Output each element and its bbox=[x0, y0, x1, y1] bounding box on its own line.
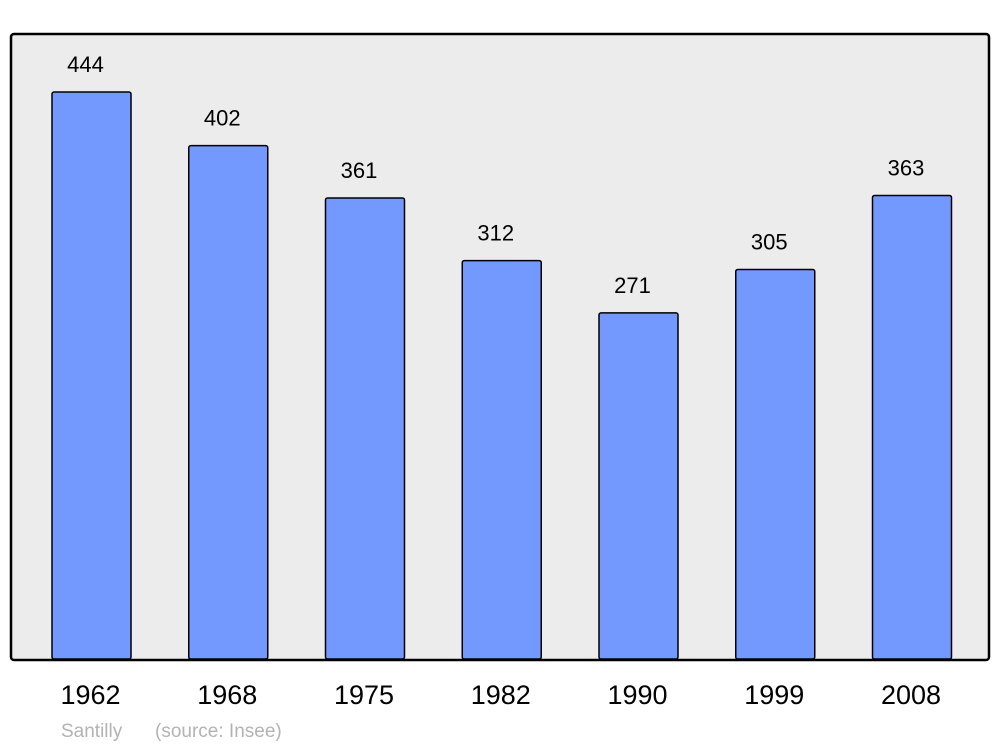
x-tick-label: 2008 bbox=[881, 680, 941, 710]
x-tick-label: 1968 bbox=[197, 680, 257, 710]
data-label-1962: 444 bbox=[67, 52, 104, 77]
data-label-1999: 305 bbox=[751, 230, 788, 255]
data-label-1968: 402 bbox=[204, 106, 241, 131]
data-label-2008: 363 bbox=[888, 155, 925, 180]
data-label-1975: 361 bbox=[341, 158, 378, 183]
footer-source: (source: Insee) bbox=[155, 721, 282, 742]
bar-2008 bbox=[871, 194, 953, 660]
footer-place: Santilly bbox=[61, 721, 123, 742]
bar-1975 bbox=[324, 197, 406, 660]
x-tick-label: 1990 bbox=[607, 680, 667, 710]
bar-1999 bbox=[735, 268, 816, 660]
bar-1962 bbox=[51, 91, 132, 660]
x-tick-label: 1962 bbox=[60, 680, 120, 710]
x-tick-label: 1999 bbox=[744, 680, 804, 710]
data-label-1990: 271 bbox=[614, 273, 651, 298]
bar-1990 bbox=[598, 312, 679, 660]
bar-1982 bbox=[461, 259, 542, 660]
bar-1968 bbox=[188, 144, 269, 660]
x-tick-label: 1975 bbox=[334, 680, 394, 710]
x-tick-label: 1982 bbox=[471, 680, 531, 710]
data-label-1982: 312 bbox=[477, 221, 514, 246]
